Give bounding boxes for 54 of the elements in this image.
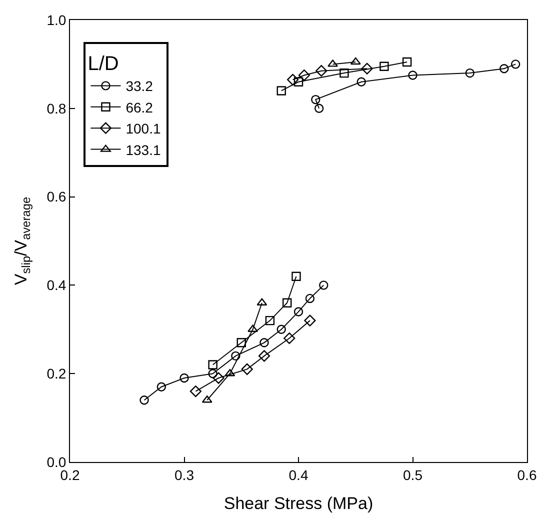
- point: [286, 74, 299, 86]
- point: [350, 57, 361, 65]
- legend-label: 66.2: [126, 99, 154, 116]
- point: [282, 298, 292, 308]
- point: [258, 350, 270, 362]
- point: [294, 77, 304, 86]
- point: [361, 62, 373, 74]
- legend-label: 133.1: [126, 142, 161, 158]
- point: [408, 70, 418, 80]
- x-axis-title: Shear Stress (MPa): [224, 494, 374, 514]
- y-tick-label: 0.8: [46, 100, 66, 116]
- point: [328, 60, 338, 67]
- point: [276, 86, 286, 96]
- point: [292, 272, 301, 281]
- point: [319, 280, 328, 290]
- point: [276, 324, 286, 334]
- y-tick-label: 0.2: [46, 366, 66, 382]
- point: [156, 382, 166, 392]
- point: [180, 373, 189, 383]
- point: [298, 69, 310, 82]
- point: [260, 338, 269, 348]
- point: [208, 360, 218, 370]
- point: [236, 338, 246, 348]
- point: [212, 372, 224, 384]
- x-tick-label: 0.4: [288, 466, 308, 483]
- y-tick-label: 0.6: [46, 188, 66, 205]
- point: [284, 332, 296, 344]
- point: [241, 363, 253, 375]
- point: [465, 68, 474, 78]
- point: [294, 307, 304, 316]
- point: [500, 64, 509, 74]
- point: [208, 369, 218, 378]
- point: [380, 62, 389, 72]
- point: [314, 104, 324, 113]
- point: [231, 351, 240, 361]
- legend-title: L/D: [88, 53, 119, 76]
- y-tick-label: 1.0: [46, 12, 66, 28]
- point: [340, 68, 349, 78]
- point: [356, 77, 366, 86]
- legend-label: 100.1: [126, 120, 161, 137]
- y-tick-label: 0.4: [46, 277, 66, 294]
- point: [510, 60, 520, 69]
- x-tick-label: 0.5: [403, 466, 423, 483]
- legend-label: 33.2: [126, 78, 154, 94]
- point: [304, 314, 316, 326]
- point: [305, 294, 315, 304]
- point: [316, 65, 328, 77]
- point: [402, 57, 412, 67]
- point: [190, 385, 202, 398]
- point: [140, 396, 149, 405]
- point: [311, 94, 320, 104]
- point: [265, 316, 275, 326]
- x-tick-label: 0.6: [517, 466, 537, 483]
- x-tick-label: 0.3: [174, 466, 194, 483]
